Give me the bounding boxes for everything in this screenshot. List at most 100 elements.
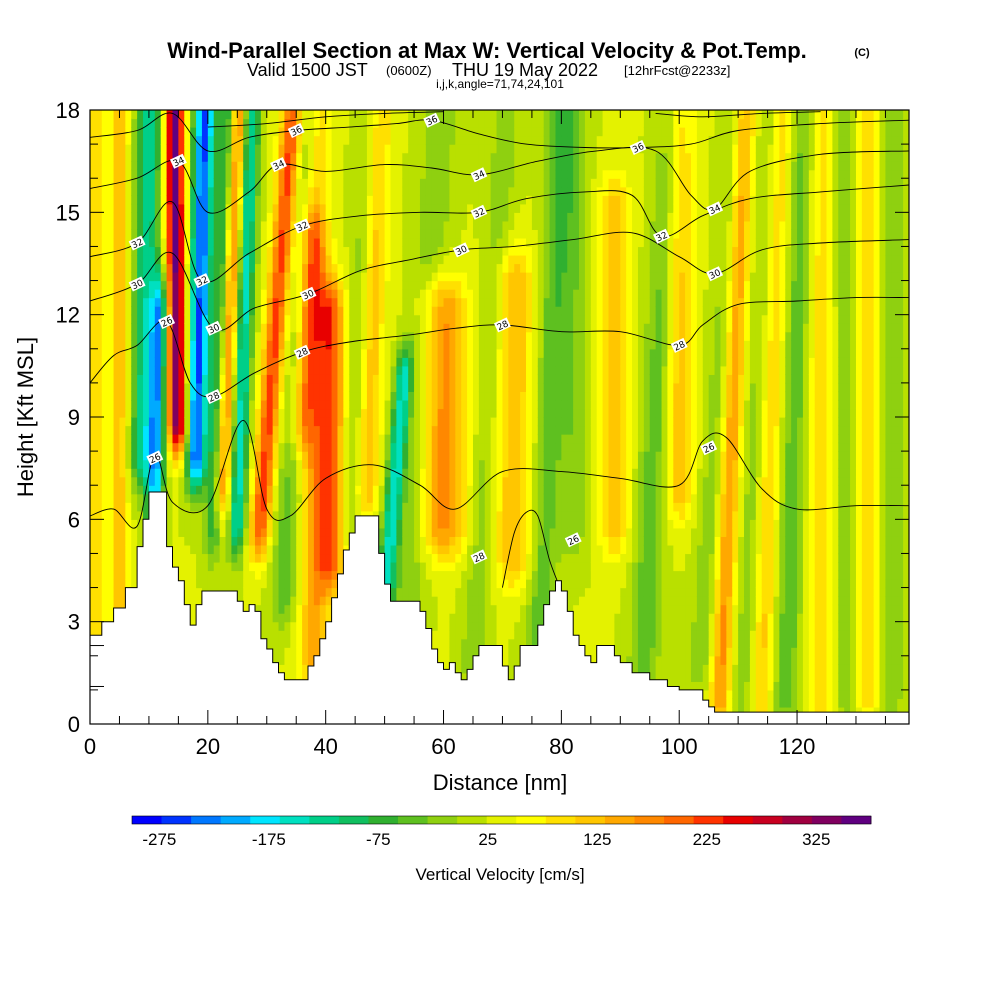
w-cell [196,331,203,341]
w-cell [467,391,474,401]
w-cell [455,664,462,674]
w-cell [284,178,291,188]
w-cell [113,340,121,350]
w-cell [249,186,256,196]
w-cell [478,297,486,307]
w-cell [302,596,309,606]
w-cell [378,135,386,145]
w-cell [237,510,244,520]
w-cell [449,587,456,597]
w-cell [284,417,291,427]
w-cell [243,527,250,537]
w-cell [449,485,456,495]
w-cell [366,280,374,290]
w-cell [148,118,156,128]
w-cell [278,425,286,435]
w-cell [449,357,456,367]
w-cell [343,178,350,188]
w-cell [337,212,344,222]
w-cell [166,306,174,316]
w-cell [119,510,126,520]
w-cell [296,263,303,273]
w-cell [319,246,327,256]
valid-time-line: Valid 1500 JST (0600Z) THU 19 May 2022 [… [247,60,730,80]
w-cell [90,561,97,572]
w-cell [207,570,215,580]
w-cell [90,357,97,367]
w-cell [213,374,221,384]
w-cell [472,161,480,171]
w-cell [172,135,179,145]
w-cell [219,161,227,171]
w-cell [431,399,439,410]
w-cell [101,306,109,316]
w-cell [366,485,374,495]
w-cell [278,297,286,307]
w-cell [107,459,115,469]
w-cell [219,451,227,461]
w-cell [90,434,97,444]
w-cell [243,604,250,614]
w-cell [414,442,421,452]
w-cell [249,536,256,546]
w-cell [125,297,132,307]
w-cell [166,536,174,546]
w-cell [396,408,403,418]
w-cell [396,169,403,179]
w-cell [449,152,456,162]
w-cell [325,263,333,273]
w-cell [361,459,368,469]
w-cell [437,613,445,623]
w-cell [219,459,227,469]
w-cell [414,195,421,205]
w-cell [461,357,468,367]
w-cell [137,110,144,120]
w-cell [449,203,456,213]
w-cell [131,161,138,171]
w-cell [219,442,227,452]
w-cell [90,536,97,546]
w-cell [319,254,327,265]
w-cell [366,451,374,461]
w-cell [396,519,403,529]
w-cell [366,263,374,273]
w-cell [484,331,492,341]
w-cell [290,280,297,290]
w-cell [231,280,238,290]
w-cell [119,579,126,589]
w-cell [231,186,238,196]
w-cell [302,331,309,341]
w-cell [349,161,356,171]
w-cell [396,297,403,307]
w-cell [349,459,356,469]
w-cell [184,178,191,188]
w-cell [207,212,215,222]
w-cell [249,519,256,529]
w-cell [419,220,427,230]
w-cell [455,178,462,188]
w-cell [260,365,268,375]
w-cell [449,365,456,375]
w-cell [143,195,150,205]
w-cell [496,596,504,606]
w-cell [372,186,380,196]
w-cell [419,357,427,367]
w-cell [396,553,403,563]
w-cell [101,280,109,290]
w-cell [119,246,126,256]
w-cell [396,212,403,222]
w-cell [366,297,374,307]
w-cell [390,365,397,375]
w-cell [148,186,156,196]
w-cell [284,348,291,358]
w-cell [343,237,350,248]
w-cell [201,570,209,580]
w-cell [243,519,250,529]
w-cell [402,203,409,213]
w-cell [166,519,174,529]
w-cell [337,357,344,367]
w-cell [325,229,333,239]
w-cell [95,476,103,486]
w-cell [143,476,150,486]
w-cell [361,237,368,248]
